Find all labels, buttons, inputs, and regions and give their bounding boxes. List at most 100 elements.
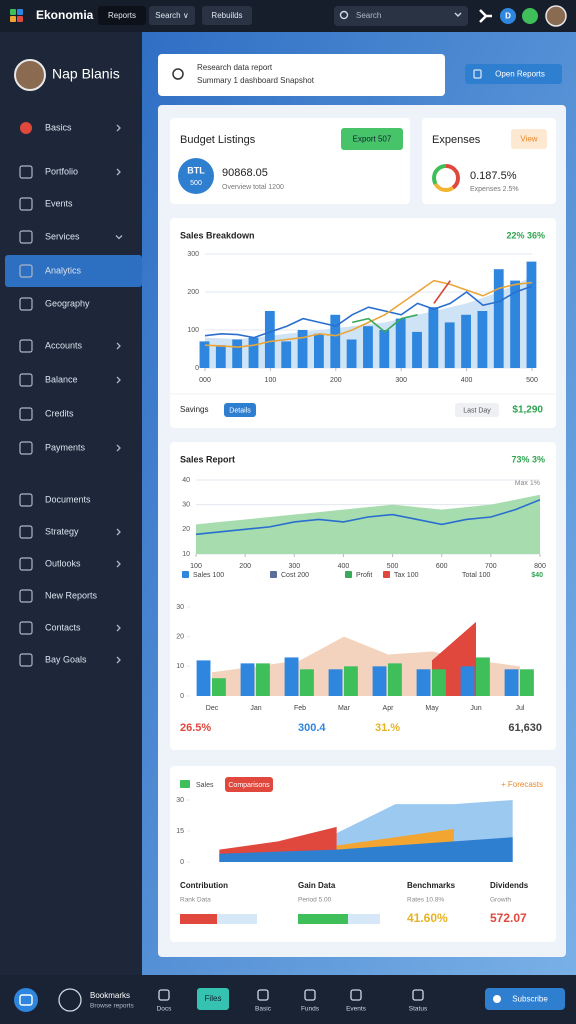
column-note: Rank Data — [180, 897, 211, 904]
menu-item[interactable]: Basics — [45, 122, 72, 132]
avatar[interactable] — [545, 5, 567, 27]
column-label: Gain Data — [298, 881, 336, 890]
bar — [346, 339, 357, 368]
subscribe-button[interactable] — [485, 988, 565, 1010]
bar — [461, 314, 471, 368]
badge-label[interactable]: View — [520, 135, 537, 144]
bar — [284, 657, 299, 696]
bar — [520, 669, 534, 696]
details-button[interactable] — [224, 403, 256, 417]
tab[interactable] — [202, 6, 252, 25]
menu-item[interactable]: Analytics — [45, 265, 82, 275]
badge-label[interactable]: D — [505, 12, 511, 21]
logo-cell — [17, 16, 23, 22]
menu-item[interactable]: Payments — [45, 442, 86, 452]
menu-item[interactable]: Credits — [45, 408, 74, 418]
x-tick-label: Feb — [294, 705, 306, 712]
nav-label[interactable]: Events — [346, 1006, 367, 1013]
search-box[interactable] — [334, 6, 468, 26]
nav-label[interactable]: Docs — [157, 1006, 173, 1013]
menu-item[interactable]: Bay Goals — [45, 654, 87, 664]
chevron — [116, 124, 121, 132]
line — [204, 279, 533, 348]
legend-label: Sales — [196, 782, 214, 789]
bookmark-subtitle: Browse reports — [90, 1003, 134, 1010]
x-tick-label: 700 — [485, 563, 497, 570]
line — [204, 285, 533, 339]
view-badge[interactable] — [511, 129, 547, 149]
button-label[interactable]: Details — [229, 407, 251, 414]
circle-label: 500 — [190, 180, 202, 187]
bar — [460, 666, 475, 696]
legend-total: $40 — [531, 572, 543, 579]
button-label[interactable]: Open Reports — [495, 70, 545, 79]
bottom-bar — [0, 975, 576, 1024]
menu-item[interactable]: New Reports — [45, 590, 98, 600]
menu-item[interactable]: Events — [45, 198, 73, 208]
bar — [297, 330, 308, 368]
line — [351, 314, 418, 333]
badge-label[interactable]: Export 507 — [353, 135, 392, 144]
y-tick-label: 0 — [180, 859, 184, 866]
menu-icon — [19, 339, 33, 353]
y-tick-label: 30 — [182, 502, 190, 509]
donut-segment — [432, 164, 460, 192]
active-nav[interactable] — [197, 988, 229, 1010]
bar — [199, 341, 210, 368]
summary: 22% 36% — [506, 230, 545, 240]
header-line: Research data report — [197, 63, 273, 72]
tab[interactable] — [98, 6, 146, 25]
chart-title: Sales Report — [180, 454, 235, 464]
legend-swatch — [270, 571, 277, 578]
tab-label[interactable]: Rebuilds — [211, 11, 242, 20]
x-tick-label: Mar — [338, 705, 351, 712]
chevron — [115, 235, 123, 240]
search-icon — [339, 10, 349, 20]
menu-item[interactable]: Balance — [45, 374, 78, 384]
bar — [232, 339, 243, 368]
x-tick-label: 200 — [330, 377, 342, 384]
badge-icon[interactable] — [500, 8, 516, 24]
y-tick-label: 15 — [176, 828, 184, 835]
open-button[interactable] — [465, 64, 562, 84]
chevron — [116, 342, 121, 350]
chart-title: Sales Breakdown — [180, 230, 255, 240]
menu-item[interactable]: Portfolio — [45, 166, 78, 176]
column-label: Dividends — [490, 881, 529, 890]
header-card — [158, 54, 445, 96]
menu-item[interactable]: Documents — [45, 494, 91, 504]
menu-item[interactable]: Geography — [45, 298, 90, 308]
bar — [526, 261, 537, 368]
tab-label[interactable]: Search ∨ — [155, 11, 188, 20]
tab[interactable] — [149, 6, 195, 25]
menu-item[interactable]: Accounts — [45, 340, 83, 350]
menu-item[interactable]: Services — [45, 231, 80, 241]
brand: Ekonomia — [36, 8, 94, 22]
bookmark-title: Bookmarks — [90, 991, 130, 1000]
column-note: Rates 10.8% — [407, 897, 444, 904]
bookmark-icon[interactable] — [58, 988, 82, 1012]
header-line: Summary 1 dashboard Snapshot — [197, 76, 315, 85]
nav-label[interactable]: Funds — [301, 1006, 320, 1013]
export-badge[interactable] — [341, 128, 403, 150]
menu-item[interactable]: Contacts — [45, 622, 81, 632]
y-tick-label: 0 — [180, 693, 184, 700]
nav-label[interactable]: Files — [205, 994, 222, 1003]
tab-label[interactable]: Reports — [108, 11, 136, 20]
home-button[interactable] — [14, 988, 38, 1012]
column-note: Growth — [490, 897, 511, 904]
menu-icon — [19, 653, 33, 667]
nav-label[interactable]: Status — [409, 1006, 428, 1013]
y-tick-label: 300 — [187, 251, 199, 258]
bar — [256, 663, 270, 696]
legend-total: Total 100 — [462, 572, 491, 579]
progress-track — [217, 914, 257, 924]
nav-label[interactable]: Basic — [255, 1006, 272, 1013]
area — [196, 494, 540, 554]
amount: 0.187.5% — [470, 170, 517, 182]
menu-item[interactable]: Strategy — [45, 526, 79, 536]
button-label[interactable]: Subscribe — [512, 995, 548, 1004]
x-tick-label: 200 — [239, 563, 251, 570]
search-placeholder[interactable]: Search — [356, 11, 381, 20]
menu-item[interactable]: Outlooks — [45, 558, 81, 568]
